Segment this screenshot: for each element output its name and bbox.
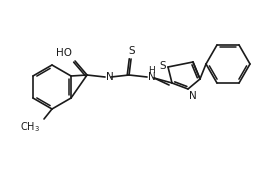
Text: N: N <box>148 72 156 82</box>
Text: N: N <box>189 91 197 101</box>
Text: CH$_3$: CH$_3$ <box>20 120 40 134</box>
Text: S: S <box>129 46 135 56</box>
Text: S: S <box>160 61 166 71</box>
Text: N: N <box>106 72 114 82</box>
Text: H: H <box>148 66 155 75</box>
Text: HO: HO <box>56 48 72 58</box>
